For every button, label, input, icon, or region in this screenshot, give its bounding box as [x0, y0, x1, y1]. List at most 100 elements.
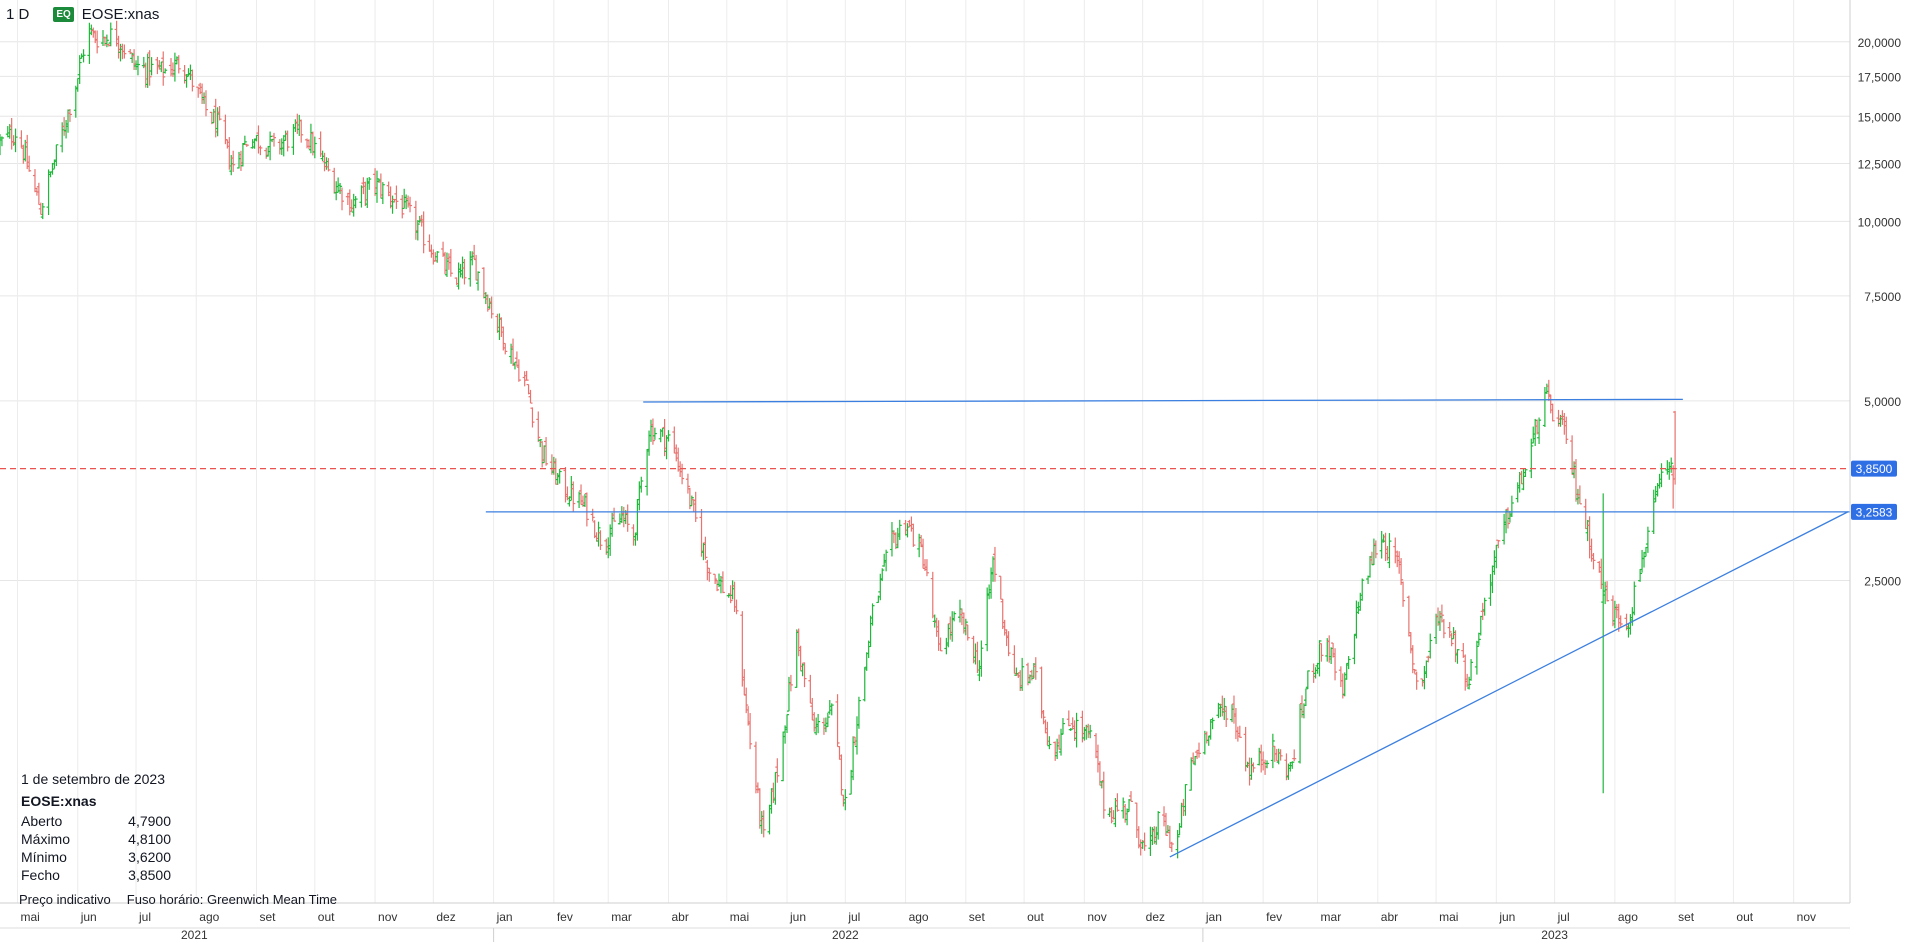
ohlc-bar — [639, 476, 644, 493]
ohlc-bar — [1006, 631, 1011, 657]
ohlc-bar — [408, 196, 413, 213]
ohlc-bar — [1523, 469, 1528, 477]
ohlc-bar — [584, 492, 589, 527]
ohlc-bar — [95, 30, 100, 54]
ohlc-bar — [557, 468, 562, 484]
ohlc-bar — [1333, 648, 1338, 681]
ohlc-bar — [963, 618, 968, 636]
trendline — [643, 398, 1683, 403]
ohlc-bar — [1618, 615, 1623, 627]
ohlc-bar — [1496, 539, 1501, 549]
ohlc-bar — [1412, 668, 1417, 674]
ohlc-bar — [394, 185, 399, 209]
ohlc-bar — [1476, 632, 1481, 646]
y-tick-label: 2,5000 — [1864, 575, 1901, 589]
ohlc-bar — [1128, 791, 1133, 802]
ohlc-bar — [203, 90, 208, 117]
ohlc-bar — [1033, 657, 1038, 680]
ohlc-bar — [1449, 633, 1454, 647]
ohlc-bar — [715, 580, 720, 592]
ohlc-bar — [930, 571, 935, 619]
ohlc-bar — [685, 473, 690, 494]
x-tick-label: nov — [1797, 910, 1816, 924]
ohlc-bar — [829, 703, 834, 716]
ohlc-bar — [1346, 656, 1351, 670]
ohlc-bar — [1352, 633, 1357, 665]
x-tick-label: dez — [1146, 910, 1165, 924]
ohlc-bar — [1197, 742, 1202, 758]
ohlc-bar — [1305, 670, 1310, 690]
ohlc-bar — [897, 519, 902, 540]
ohlc-bar — [802, 662, 807, 688]
ohlc-bar — [516, 359, 521, 382]
x-tick-label: out — [1027, 910, 1044, 924]
ohlc-bar — [353, 196, 358, 209]
ohlc-bar — [1142, 832, 1147, 851]
x-tick-label: jun — [80, 910, 97, 924]
x-tick-label: set — [260, 910, 277, 924]
ohlc-bar — [998, 575, 1003, 600]
ohlc-bar — [979, 640, 984, 677]
ohlc-bar — [1265, 760, 1270, 769]
info-value: 4,8100 — [128, 831, 171, 847]
ohlc-bar — [1577, 485, 1582, 505]
ohlc-bar — [689, 495, 694, 507]
ohlc-bar — [54, 144, 59, 167]
y-tick-label: 10,0000 — [1858, 215, 1902, 229]
ohlc-bar — [650, 418, 655, 445]
ohlc-bar — [571, 481, 576, 513]
x-tick-label: ago — [199, 910, 219, 924]
x-tick-label: jan — [1205, 910, 1222, 924]
x-tick-label: dez — [436, 910, 455, 924]
ohlc-bar — [870, 603, 875, 626]
symbol-label[interactable]: EOSE:xnas — [81, 6, 160, 23]
info-value: 3,6200 — [128, 849, 171, 865]
ohlc-bar — [1401, 581, 1406, 607]
ohlc-bar — [1638, 569, 1643, 582]
timezone-note: Fuso horário: Greenwich Mean Time — [126, 892, 338, 907]
ohlc-bar — [524, 370, 529, 381]
ohlc-bar — [625, 504, 630, 532]
year-label: 2022 — [832, 928, 859, 942]
ohlc-bar — [1439, 604, 1444, 623]
ohlc-bar — [536, 411, 541, 442]
interval-label[interactable]: 1 D — [6, 6, 30, 23]
drawn-lines — [0, 398, 1850, 858]
ohlc-bar — [884, 549, 889, 572]
ohlc-bar — [666, 430, 671, 442]
ohlc-bar — [1278, 749, 1283, 761]
ohlc-bar — [1088, 724, 1093, 739]
ohlc-bar — [1210, 717, 1215, 730]
y-tick-label: 17,5000 — [1858, 70, 1902, 84]
ohlc-info-panel: 1 de setembro de 2023 EOSE:xnas Aberto 4… — [21, 770, 171, 884]
x-tick-label: nov — [1087, 910, 1106, 924]
x-tick-label: mar — [1321, 910, 1342, 924]
ohlc-bar — [785, 714, 790, 734]
ohlc-bar — [839, 754, 844, 795]
ohlc-bar — [135, 55, 140, 76]
x-tick-label: fev — [557, 910, 573, 924]
ohlc-bar — [240, 142, 245, 167]
info-row-low: Mínimo 3,6200 — [21, 848, 171, 866]
ohlc-bar — [544, 437, 549, 466]
ohlc-bar — [538, 439, 543, 448]
ohlc-bar — [1319, 643, 1324, 662]
x-tick-label: jun — [789, 910, 806, 924]
ohlc-bar — [707, 567, 712, 582]
ohlc-bar — [1101, 771, 1106, 819]
ohlc-bar — [938, 637, 943, 652]
x-tick-label: out — [1736, 910, 1753, 924]
ohlc-bar — [1605, 581, 1610, 602]
ohlc-bar — [476, 271, 481, 291]
y-tick-label: 5,0000 — [1864, 395, 1901, 409]
ohlc-bar — [761, 810, 766, 838]
ohlc-bar — [1183, 784, 1188, 816]
ohlc-bar — [1550, 403, 1555, 422]
ohlc-bar — [268, 131, 273, 161]
ohlc-bar — [340, 187, 345, 211]
ohlc-bar — [1642, 551, 1647, 568]
info-label: Máximo — [21, 831, 71, 847]
x-tick-label: mai — [730, 910, 749, 924]
ohlc-bar — [843, 789, 848, 811]
